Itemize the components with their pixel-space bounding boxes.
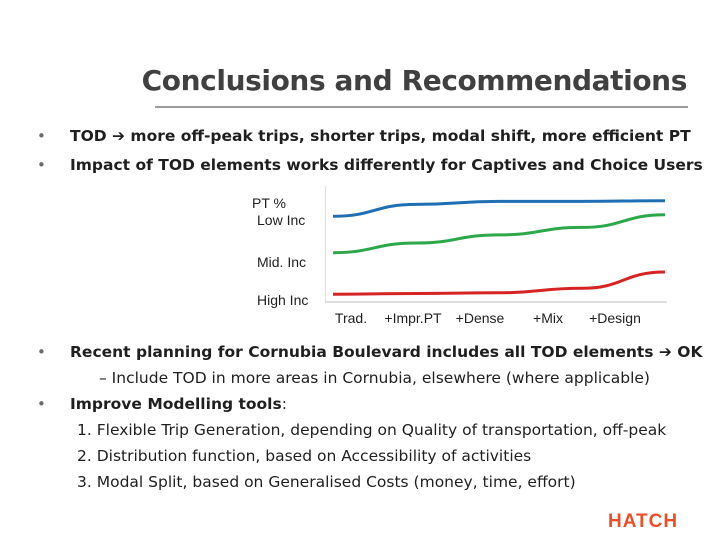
bullet-dot: •	[37, 395, 46, 413]
bullet-improve-rest: :	[281, 395, 287, 413]
pt-share-chart: Trad. +Impr.PT +Dense +Mix +Design	[325, 186, 667, 326]
arrow-right-icon: ➔	[658, 343, 672, 361]
bullet-tod: TOD ➔ more off-peak trips, shorter trips…	[70, 127, 691, 145]
bullet-dot: •	[37, 156, 46, 174]
sub-bullet-include: – Include TOD in more areas in Cornubia,…	[99, 369, 650, 387]
arrow-right-icon: ➔	[112, 127, 126, 145]
x-tick-label: +Dense	[456, 310, 505, 326]
series-line-3	[332, 270, 666, 296]
title-divider	[155, 106, 688, 108]
bullet-improve: Improve Modelling tools:	[70, 395, 287, 413]
chart-ylabel: PT %	[252, 195, 286, 211]
numbered-item-1: 1. Flexible Trip Generation, depending o…	[77, 421, 667, 439]
numbered-item-3: 3. Modal Split, based on Generalised Cos…	[77, 473, 576, 491]
series-label-mid: Mid. Inc	[257, 254, 307, 270]
series-line-2	[332, 213, 666, 255]
bullet-cornubia: Recent planning for Cornubia Boulevard i…	[70, 343, 703, 361]
bullet-dot: •	[37, 343, 46, 361]
x-tick-label: +Impr.PT	[384, 310, 442, 326]
hatch-logo: HATCH	[608, 511, 679, 532]
x-tick-label: Trad.	[335, 310, 367, 326]
bullet-impact: Impact of TOD elements works differently…	[70, 156, 703, 174]
bullet-tod-post: more off-peak trips, shorter trips, moda…	[125, 127, 691, 145]
slide-title: Conclusions and Recommendations	[141, 64, 688, 97]
x-tick-label: +Mix	[533, 310, 563, 326]
bullet-improve-bold: Improve Modelling tools	[70, 395, 282, 413]
series-label-low: Low Inc	[257, 212, 306, 228]
bullet-dot: •	[37, 127, 46, 145]
numbered-item-2: 2. Distribution function, based on Acces…	[77, 447, 532, 465]
series-line-1	[332, 199, 666, 218]
bullet-tod-pre: TOD	[70, 127, 113, 145]
x-tick-label: +Design	[589, 310, 641, 326]
bullet-cornubia-post: OK	[671, 343, 703, 361]
series-label-high: High Inc	[257, 292, 309, 308]
bullet-cornubia-pre: Recent planning for Cornubia Boulevard i…	[70, 343, 659, 361]
